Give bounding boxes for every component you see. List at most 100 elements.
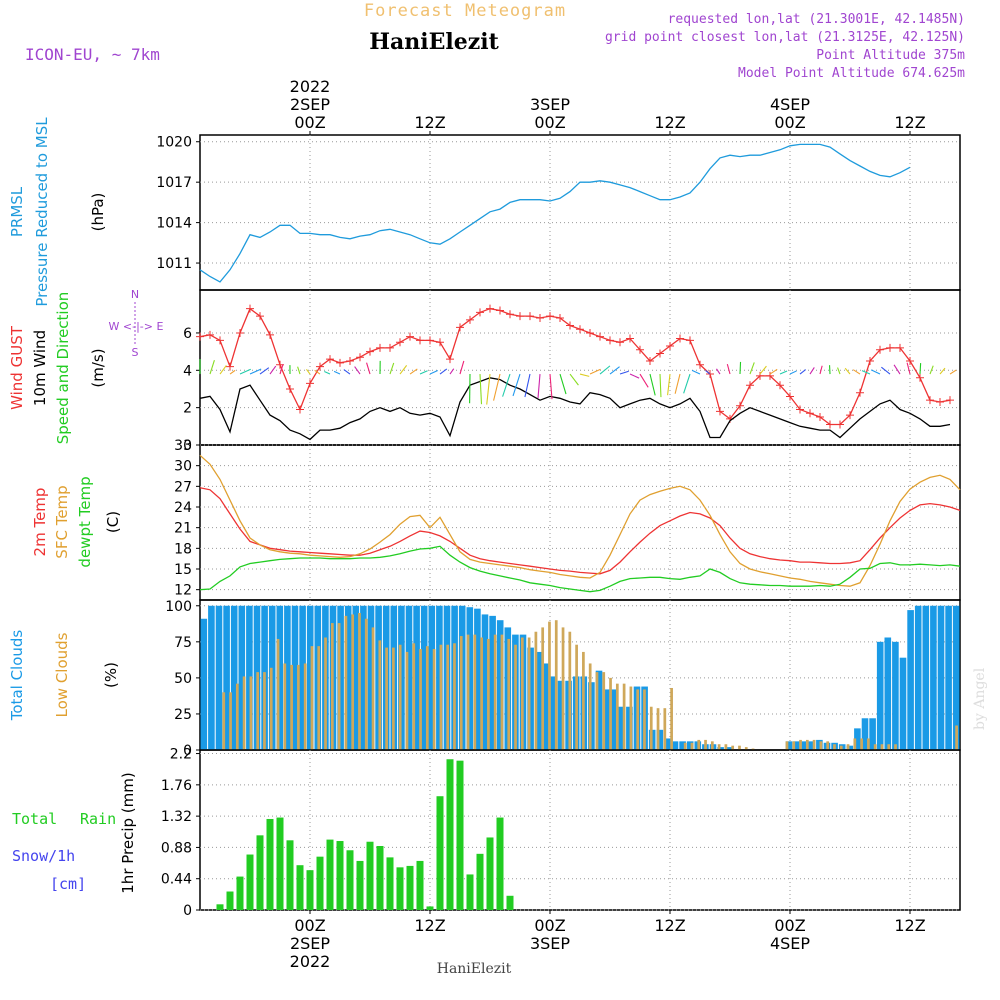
low-cloud-bar xyxy=(432,649,436,750)
wind-arrow xyxy=(691,369,701,375)
wind-arrow xyxy=(852,369,861,375)
low-cloud-bar xyxy=(717,744,721,750)
total-cloud-bar xyxy=(922,605,930,750)
low-cloud-bar xyxy=(609,677,612,750)
gust-marker xyxy=(716,407,724,416)
wind-arrow xyxy=(239,368,251,375)
location-title: HaniElezit xyxy=(369,29,499,55)
wind-arrow xyxy=(409,368,418,375)
low-cloud-bar xyxy=(894,744,897,750)
rain-bar xyxy=(446,759,454,910)
rain-bar xyxy=(386,857,394,910)
low-cloud-bar xyxy=(839,745,843,750)
wind-arrow xyxy=(579,373,590,377)
low-cloud-bar xyxy=(493,634,497,750)
low-cloud-bar xyxy=(453,643,456,750)
precip-ytick-label: 1.32 xyxy=(161,809,192,825)
low-cloud-bar xyxy=(310,646,314,750)
low-cloud-bar xyxy=(507,638,511,750)
total-cloud-bar xyxy=(861,718,869,750)
total-cloud-bar xyxy=(428,605,436,750)
rain-bar xyxy=(416,860,424,910)
total-cloud-bar xyxy=(291,605,299,750)
wind-arrow xyxy=(639,373,649,388)
low-cloud-bar xyxy=(242,676,246,750)
gust-marker xyxy=(796,405,804,414)
low-cloud-bar xyxy=(554,620,558,750)
total-cloud-bar xyxy=(466,607,474,750)
precip-ytick-label: 0 xyxy=(183,903,192,919)
gust-marker xyxy=(226,362,234,371)
gust-marker xyxy=(896,343,904,352)
total-cloud-bar xyxy=(246,605,253,750)
wind-panel: 0 2 4 6 xyxy=(183,289,961,454)
pressure-panel: 1011 1014 1017 1020 xyxy=(156,134,961,291)
bottom-time-label: 12Z xyxy=(654,916,685,935)
precip-frame xyxy=(199,749,961,911)
bottom-time-label: 4SEP xyxy=(770,934,810,953)
total-cloud-bar xyxy=(626,706,633,750)
precip-ytick-label: 1.76 xyxy=(161,778,192,794)
low-cloud-bar xyxy=(514,644,517,750)
wind-arrow xyxy=(549,373,553,400)
low-cloud-bar xyxy=(317,646,321,750)
gust-marker xyxy=(366,347,374,356)
wind-arrow xyxy=(366,362,371,375)
low-cloud-bar xyxy=(833,744,836,750)
wind-dir-label: Speed and Direction xyxy=(54,292,72,445)
wind-arrow xyxy=(939,367,946,375)
wind-arrow xyxy=(799,369,807,375)
rain-bar xyxy=(376,846,384,910)
top-time-label: 12Z xyxy=(894,113,925,132)
low-cloud-bar xyxy=(473,634,477,750)
total-cloud-bar xyxy=(238,605,246,750)
low-cloud-bar xyxy=(222,692,226,750)
low-cloud-bar xyxy=(826,741,830,750)
rain-bar xyxy=(296,865,304,910)
bottom-time-label: 00Z xyxy=(534,916,565,935)
wind-arrow xyxy=(209,360,215,375)
wind-arrow xyxy=(619,370,629,375)
wind-arrow xyxy=(249,368,262,375)
temperature-ytick-label: 24 xyxy=(174,500,192,516)
rain-bar xyxy=(236,876,244,910)
temperature-ytick-label: 18 xyxy=(174,541,192,557)
low-cloud-bar xyxy=(683,742,687,750)
low-cloud-bar xyxy=(853,738,857,750)
low-cloud-bar xyxy=(588,663,592,750)
wind-arrow xyxy=(429,370,438,375)
gust-marker xyxy=(846,411,854,420)
gust-marker xyxy=(946,396,954,405)
total-cloud-bar xyxy=(869,718,876,750)
compass-south: S xyxy=(132,346,139,359)
gust-marker xyxy=(326,355,334,364)
wind-arrow xyxy=(419,370,428,375)
wind-arrow xyxy=(479,374,483,405)
top-time-label: 00Z xyxy=(294,113,325,132)
gust-marker xyxy=(526,312,534,321)
pressure-ytick-label: 1011 xyxy=(156,256,192,272)
top-time-label: 3SEP xyxy=(530,95,570,114)
wind-arrow xyxy=(259,367,270,375)
total-cloud-bar xyxy=(474,608,481,750)
top-time-label: 12Z xyxy=(414,113,445,132)
total-cloud-bar xyxy=(876,641,884,750)
wind-arrow xyxy=(512,373,521,397)
gust-marker xyxy=(286,384,294,393)
gust-marker xyxy=(436,338,444,347)
wind-arrow xyxy=(870,369,881,375)
low-cloud-bar xyxy=(575,644,578,750)
wind-arrow xyxy=(279,364,284,375)
gust-marker xyxy=(206,330,214,339)
pressure-label: PRMSL xyxy=(8,186,26,237)
wind-arrow xyxy=(486,373,491,405)
gust-marker xyxy=(616,338,624,347)
series-line-prmsl xyxy=(199,143,911,283)
low-cloud-bar xyxy=(860,738,863,750)
gust-marker xyxy=(556,314,564,323)
wind-ytick-label: 6 xyxy=(183,326,192,342)
rain-bar xyxy=(366,841,374,910)
gust-marker xyxy=(336,358,344,367)
total-cloud-bar xyxy=(618,706,626,750)
low-cloud-bar xyxy=(419,649,422,750)
